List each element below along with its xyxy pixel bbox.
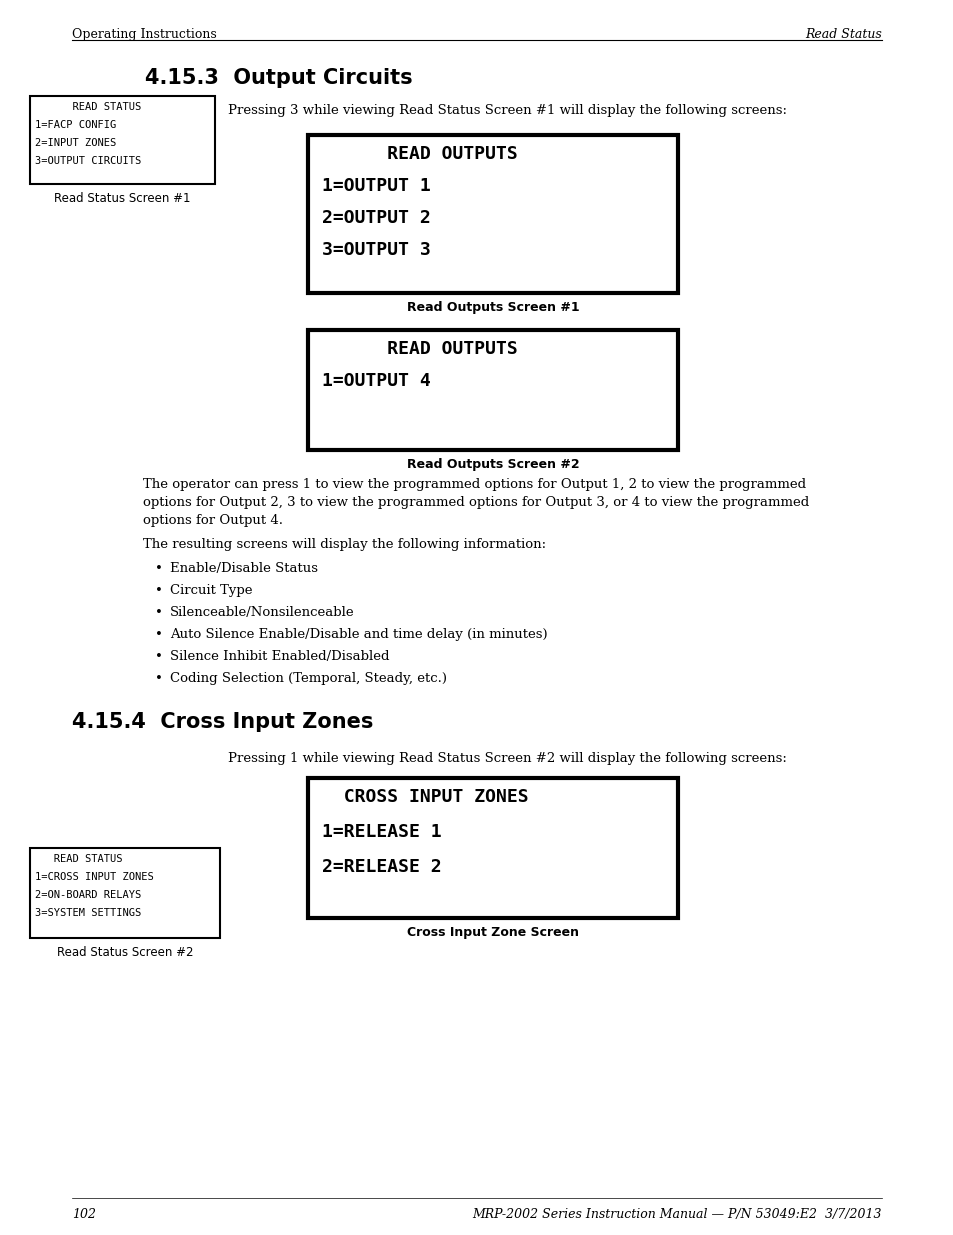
- Text: 2=RELEASE 2: 2=RELEASE 2: [322, 858, 441, 876]
- Text: 1=OUTPUT 1: 1=OUTPUT 1: [322, 177, 431, 195]
- Text: Pressing 1 while viewing Read Status Screen #2 will display the following screen: Pressing 1 while viewing Read Status Scr…: [228, 752, 786, 764]
- Text: 102: 102: [71, 1208, 96, 1221]
- Text: •: •: [154, 672, 163, 685]
- Text: 3=SYSTEM SETTINGS: 3=SYSTEM SETTINGS: [35, 908, 141, 918]
- Text: Read Outputs Screen #2: Read Outputs Screen #2: [406, 458, 578, 471]
- Text: READ OUTPUTS: READ OUTPUTS: [322, 340, 517, 358]
- Text: 1=RELEASE 1: 1=RELEASE 1: [322, 823, 441, 841]
- Text: 3=OUTPUT 3: 3=OUTPUT 3: [322, 241, 431, 259]
- Text: Cross Input Zone Screen: Cross Input Zone Screen: [407, 926, 578, 939]
- Text: MRP-2002 Series Instruction Manual — P/N 53049:E2  3/7/2013: MRP-2002 Series Instruction Manual — P/N…: [472, 1208, 882, 1221]
- Bar: [308, 330, 678, 450]
- Text: Operating Instructions: Operating Instructions: [71, 28, 216, 41]
- Text: Coding Selection (Temporal, Steady, etc.): Coding Selection (Temporal, Steady, etc.…: [170, 672, 447, 685]
- Text: CROSS INPUT ZONES: CROSS INPUT ZONES: [322, 788, 528, 806]
- Bar: [308, 135, 678, 293]
- Text: READ OUTPUTS: READ OUTPUTS: [322, 144, 517, 163]
- Text: 1=CROSS INPUT ZONES: 1=CROSS INPUT ZONES: [35, 872, 153, 882]
- Text: 3=OUTPUT CIRCUITS: 3=OUTPUT CIRCUITS: [35, 156, 141, 165]
- Text: Read Status Screen #1: Read Status Screen #1: [54, 191, 191, 205]
- Text: options for Output 2, 3 to view the programmed options for Output 3, or 4 to vie: options for Output 2, 3 to view the prog…: [143, 496, 808, 509]
- Text: •: •: [154, 650, 163, 663]
- Text: READ STATUS: READ STATUS: [35, 103, 141, 112]
- Text: •: •: [154, 562, 163, 576]
- Text: 2=OUTPUT 2: 2=OUTPUT 2: [322, 209, 431, 227]
- Bar: [308, 778, 678, 918]
- Text: READ STATUS: READ STATUS: [35, 853, 122, 864]
- Text: Read Outputs Screen #1: Read Outputs Screen #1: [406, 301, 578, 314]
- Bar: [30, 96, 214, 184]
- Text: •: •: [154, 629, 163, 641]
- Text: Circuit Type: Circuit Type: [170, 584, 253, 597]
- Text: Auto Silence Enable/Disable and time delay (in minutes): Auto Silence Enable/Disable and time del…: [170, 629, 547, 641]
- Text: Read Status Screen #2: Read Status Screen #2: [56, 946, 193, 960]
- Text: Enable/Disable Status: Enable/Disable Status: [170, 562, 317, 576]
- Text: Silenceable/Nonsilenceable: Silenceable/Nonsilenceable: [170, 606, 355, 619]
- Text: 1=OUTPUT 4: 1=OUTPUT 4: [322, 372, 431, 390]
- Text: •: •: [154, 584, 163, 597]
- Text: 1=FACP CONFIG: 1=FACP CONFIG: [35, 120, 116, 130]
- Bar: [30, 848, 220, 939]
- Text: options for Output 4.: options for Output 4.: [143, 514, 283, 527]
- Text: •: •: [154, 606, 163, 619]
- Text: Pressing 3 while viewing Read Status Screen #1 will display the following screen: Pressing 3 while viewing Read Status Scr…: [228, 104, 786, 117]
- Text: 2=ON-BOARD RELAYS: 2=ON-BOARD RELAYS: [35, 890, 141, 900]
- Text: Silence Inhibit Enabled/Disabled: Silence Inhibit Enabled/Disabled: [170, 650, 389, 663]
- Text: 2=INPUT ZONES: 2=INPUT ZONES: [35, 138, 116, 148]
- Text: The operator can press 1 to view the programmed options for Output 1, 2 to view : The operator can press 1 to view the pro…: [143, 478, 805, 492]
- Text: The resulting screens will display the following information:: The resulting screens will display the f…: [143, 538, 545, 551]
- Text: Read Status: Read Status: [804, 28, 882, 41]
- Text: 4.15.4  Cross Input Zones: 4.15.4 Cross Input Zones: [71, 713, 373, 732]
- Text: 4.15.3  Output Circuits: 4.15.3 Output Circuits: [145, 68, 413, 88]
